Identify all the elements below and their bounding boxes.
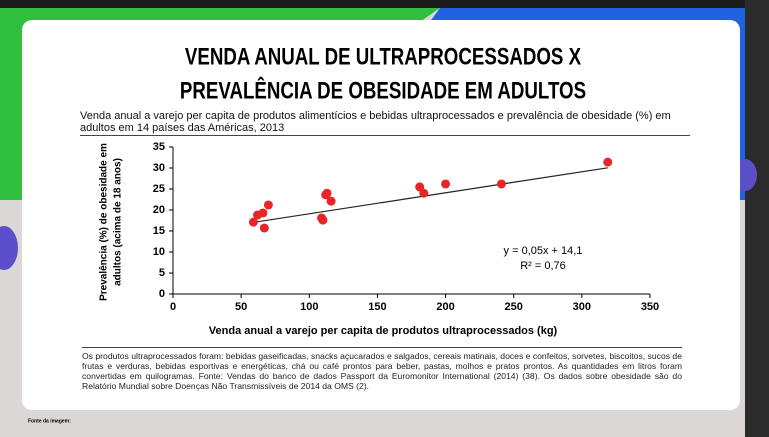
x-tick-label: 300 <box>573 301 591 313</box>
point <box>419 188 429 198</box>
y-tick-label: 35 <box>153 141 165 153</box>
x-tick-label: 150 <box>368 301 386 313</box>
x-tick-label: 50 <box>235 301 247 313</box>
y-axis-label: Prevalência (%) de obesidade em <box>99 143 110 301</box>
y-tick-label: 10 <box>153 246 165 258</box>
slide-title: VENDA ANUAL DE ULTRAPROCESSADOS X <box>185 43 582 70</box>
y-tick-label: 25 <box>153 183 165 195</box>
x-tick-label: 250 <box>505 301 523 313</box>
right-strip <box>745 0 769 437</box>
y-tick-label: 5 <box>159 267 165 279</box>
y-tick-label: 0 <box>159 288 165 300</box>
annotation: R² = 0,76 <box>520 260 566 272</box>
point <box>259 223 269 233</box>
source-label: Fonte da imagem: <box>28 418 71 424</box>
top-strip <box>0 0 769 8</box>
slide-title: PREVALÊNCIA DE OBESIDADE EM ADULTOS <box>180 76 586 104</box>
point <box>441 179 451 189</box>
x-tick-label: 200 <box>436 301 454 313</box>
point <box>248 217 258 227</box>
chart-title: Venda anual a varejo per capita de produ… <box>80 110 690 136</box>
point <box>322 188 332 198</box>
x-tick-label: 0 <box>170 301 176 313</box>
point <box>326 196 336 206</box>
point <box>263 200 273 210</box>
footnote: Os produtos ultraprocessados foram: bebi… <box>82 347 682 391</box>
point <box>318 215 328 225</box>
purple-shape <box>0 226 18 270</box>
trendline <box>253 167 608 223</box>
point <box>496 179 506 189</box>
point <box>258 208 268 218</box>
y-tick-label: 20 <box>153 204 165 216</box>
chart-title-box: Venda anual a varejo per capita de produ… <box>80 110 690 136</box>
x-tick-label: 350 <box>641 301 659 313</box>
x-tick-label: 100 <box>300 301 318 313</box>
y-tick-label: 30 <box>153 162 165 174</box>
x-axis-label: Venda anual a varejo per capita de produ… <box>209 325 558 337</box>
slide <box>22 20 740 410</box>
annotation: y = 0,05x + 14,1 <box>504 245 583 257</box>
y-axis-label: adultos (acima de 18 anos) <box>113 158 124 286</box>
y-tick-label: 15 <box>153 225 165 237</box>
point <box>603 157 613 167</box>
